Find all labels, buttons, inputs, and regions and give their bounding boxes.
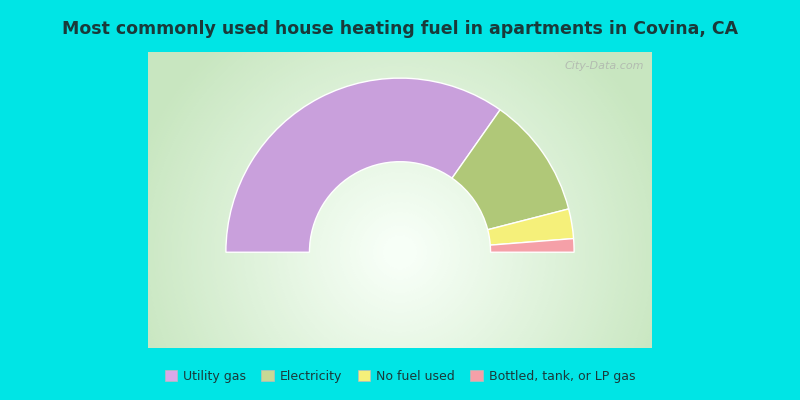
Circle shape <box>280 132 520 372</box>
Circle shape <box>204 56 596 400</box>
Circle shape <box>244 96 556 400</box>
Circle shape <box>346 199 454 306</box>
Circle shape <box>227 80 573 400</box>
Circle shape <box>218 70 582 400</box>
Circle shape <box>191 43 609 400</box>
Circle shape <box>370 222 430 283</box>
Circle shape <box>148 0 652 400</box>
Circle shape <box>158 10 642 400</box>
Circle shape <box>184 36 616 400</box>
Circle shape <box>317 169 483 336</box>
Circle shape <box>382 235 418 270</box>
Circle shape <box>283 136 517 369</box>
Circle shape <box>297 149 503 356</box>
Circle shape <box>154 7 646 400</box>
Circle shape <box>376 228 424 276</box>
Circle shape <box>290 142 510 362</box>
Circle shape <box>161 13 639 400</box>
Circle shape <box>343 195 457 309</box>
Circle shape <box>210 63 590 400</box>
Circle shape <box>257 109 543 395</box>
Circle shape <box>260 112 540 392</box>
Circle shape <box>277 129 523 375</box>
Circle shape <box>171 23 629 400</box>
Circle shape <box>340 192 460 312</box>
Circle shape <box>274 126 526 379</box>
Wedge shape <box>226 78 500 252</box>
Circle shape <box>379 232 421 273</box>
Circle shape <box>230 83 570 400</box>
Circle shape <box>145 0 655 400</box>
Circle shape <box>241 93 559 400</box>
Wedge shape <box>452 110 569 230</box>
Circle shape <box>356 208 444 296</box>
Circle shape <box>254 106 546 398</box>
Circle shape <box>224 76 576 400</box>
Text: City-Data.com: City-Data.com <box>564 61 644 71</box>
Circle shape <box>187 40 613 400</box>
Circle shape <box>363 215 437 289</box>
Circle shape <box>300 152 500 352</box>
Circle shape <box>207 60 593 400</box>
Circle shape <box>138 0 662 400</box>
Circle shape <box>306 159 494 346</box>
Circle shape <box>134 0 666 400</box>
Circle shape <box>168 20 632 400</box>
Circle shape <box>178 30 622 400</box>
Circle shape <box>131 0 669 400</box>
Circle shape <box>323 176 477 329</box>
Circle shape <box>314 166 486 339</box>
Circle shape <box>333 185 467 319</box>
Circle shape <box>310 162 490 342</box>
Circle shape <box>198 50 602 400</box>
Circle shape <box>237 90 563 400</box>
Circle shape <box>353 205 447 299</box>
Circle shape <box>337 189 463 316</box>
Circle shape <box>330 182 470 322</box>
Circle shape <box>151 4 649 400</box>
Circle shape <box>128 0 672 400</box>
Circle shape <box>201 53 599 400</box>
Circle shape <box>267 119 533 385</box>
Circle shape <box>181 33 619 400</box>
Circle shape <box>214 66 586 400</box>
Circle shape <box>122 0 678 400</box>
Circle shape <box>234 86 566 400</box>
Circle shape <box>264 116 536 388</box>
Legend: Utility gas, Electricity, No fuel used, Bottled, tank, or LP gas: Utility gas, Electricity, No fuel used, … <box>160 365 640 388</box>
Circle shape <box>247 99 553 400</box>
Circle shape <box>360 212 440 293</box>
Wedge shape <box>490 238 574 252</box>
Circle shape <box>303 156 497 349</box>
Circle shape <box>165 17 635 400</box>
Wedge shape <box>488 209 574 245</box>
Circle shape <box>250 103 550 400</box>
Circle shape <box>221 73 579 400</box>
Circle shape <box>373 225 427 279</box>
Circle shape <box>294 146 506 359</box>
Circle shape <box>350 202 450 302</box>
Circle shape <box>287 139 513 366</box>
Circle shape <box>125 0 675 400</box>
Circle shape <box>270 122 530 382</box>
Circle shape <box>174 26 626 400</box>
Circle shape <box>320 172 480 332</box>
Circle shape <box>194 46 606 400</box>
Circle shape <box>142 0 658 400</box>
Circle shape <box>326 179 474 326</box>
Circle shape <box>366 218 434 286</box>
Text: Most commonly used house heating fuel in apartments in Covina, CA: Most commonly used house heating fuel in… <box>62 20 738 38</box>
